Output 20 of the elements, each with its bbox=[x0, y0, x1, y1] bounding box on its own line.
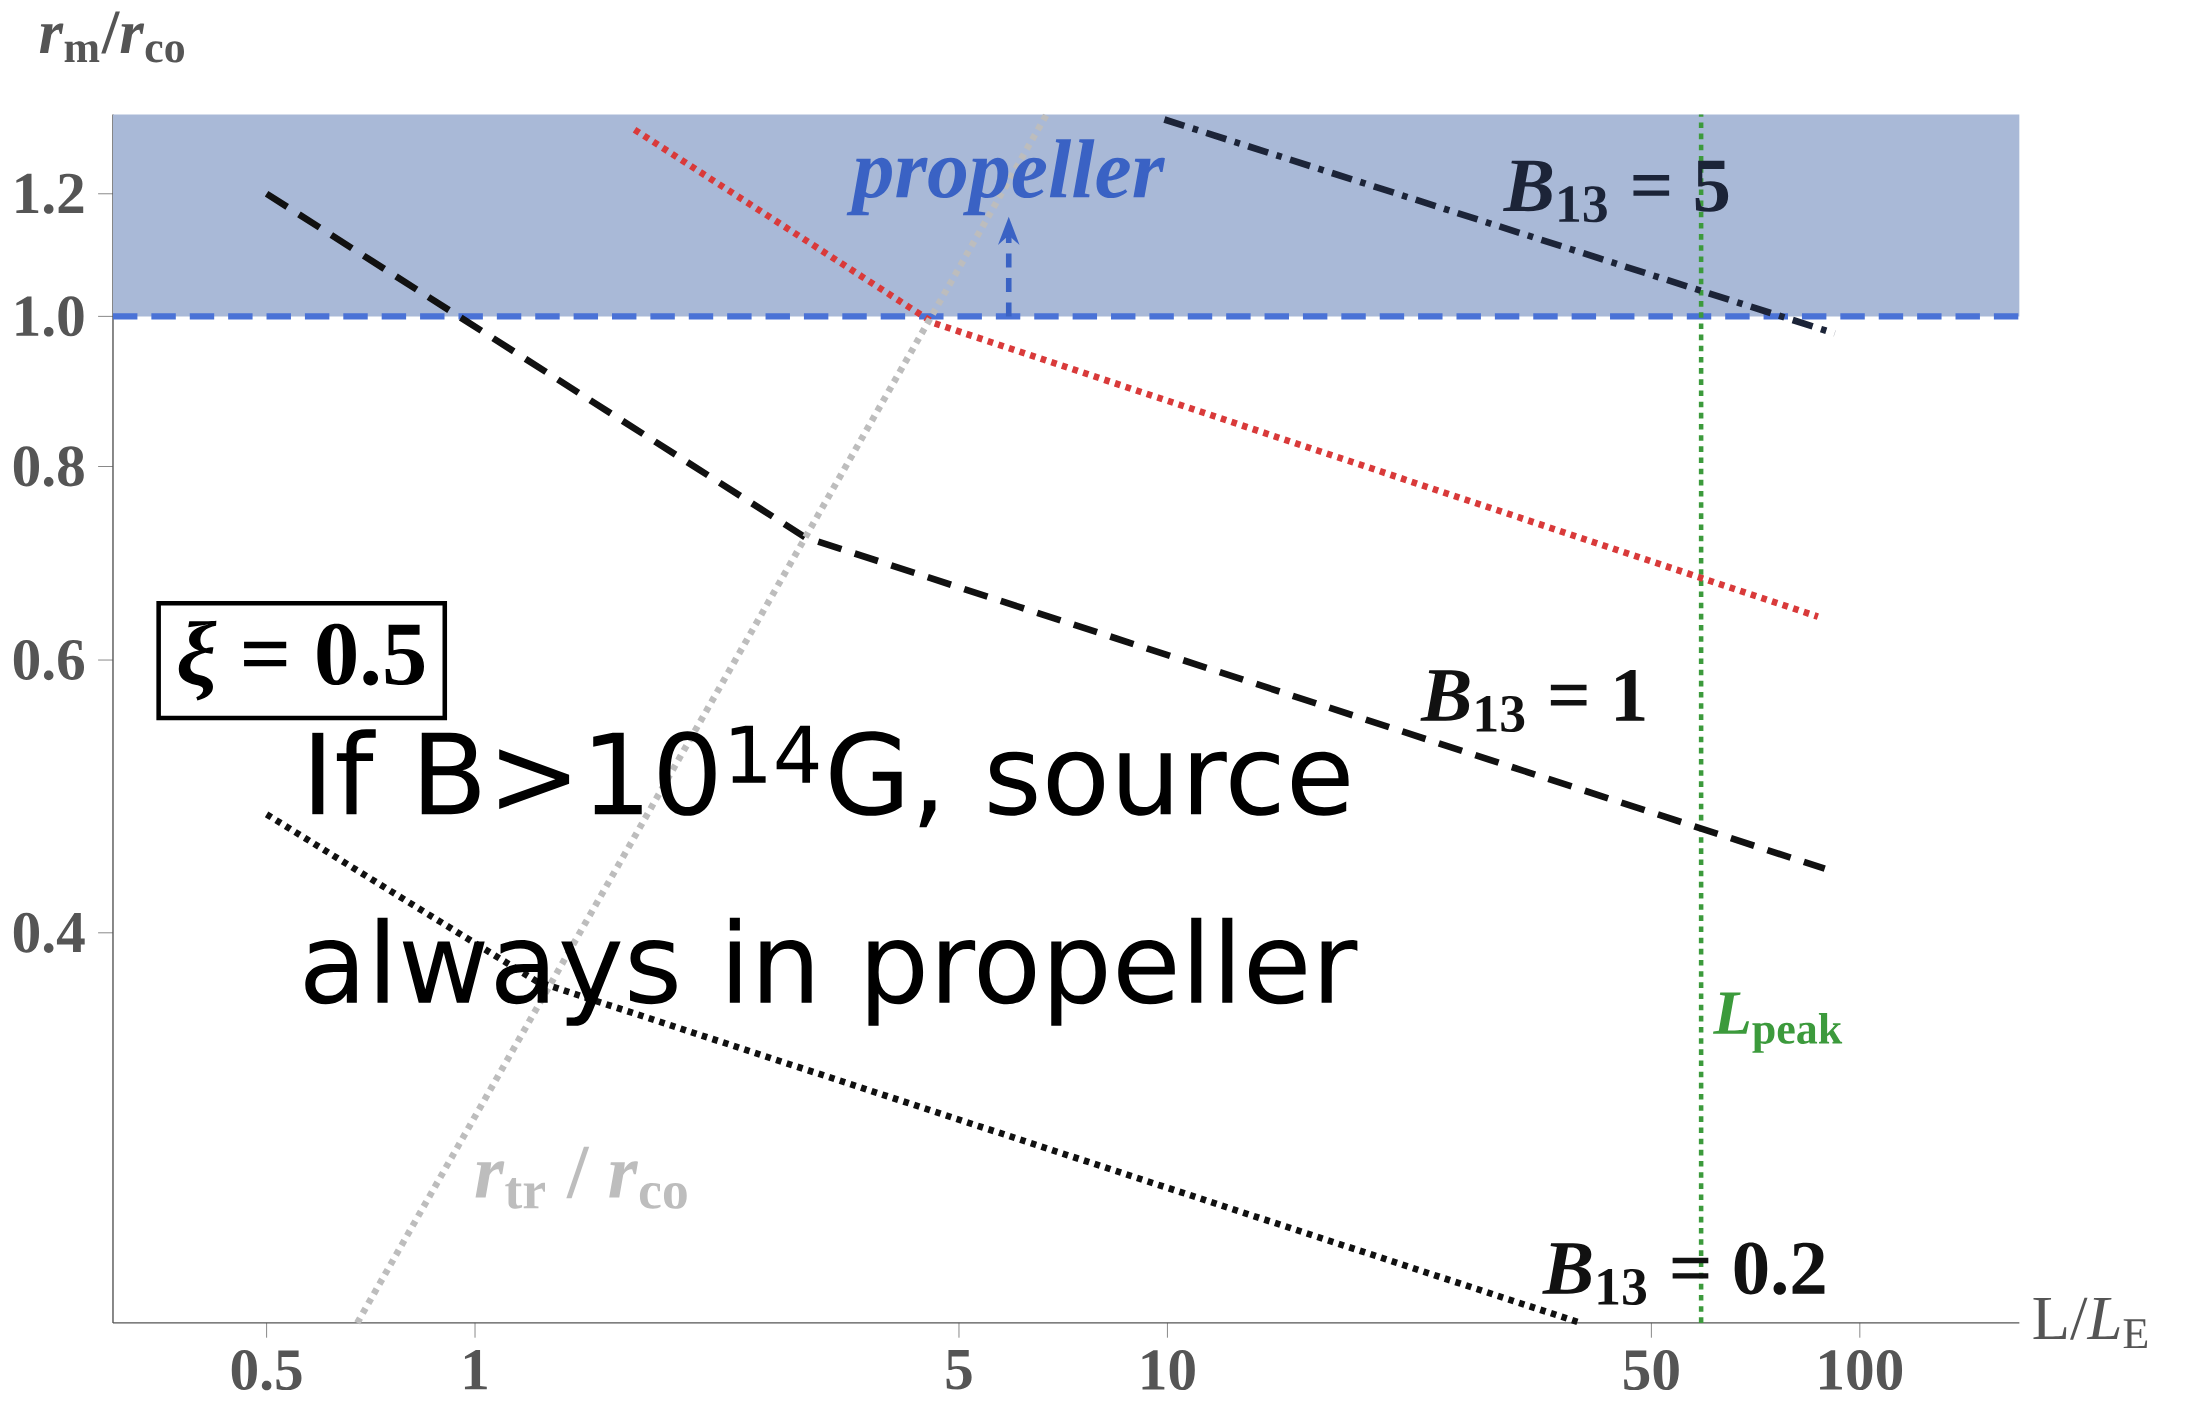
series-label: B$_{13}$ = 5 bbox=[1503, 160, 1729, 223]
x-tick-label: 0.5 bbox=[231, 1350, 302, 1391]
y-tick-label: 1.0 bbox=[16, 296, 84, 337]
y-tick-label: 0.4 bbox=[13, 912, 85, 953]
y-tick-label: 0.8 bbox=[13, 446, 84, 487]
x-tick-label: 10 bbox=[1142, 1350, 1195, 1391]
y-tick-label: 1.2 bbox=[16, 173, 84, 214]
y-tick-label: 0.6 bbox=[13, 639, 85, 681]
annotation: ξ = 0.5 bbox=[178, 620, 425, 701]
annotation: propeller bbox=[846, 139, 1165, 216]
x-tick-label: 100 bbox=[1820, 1350, 1903, 1391]
x-axis-title: L/L$_{E}$ bbox=[2033, 1297, 2148, 1349]
y-axis-title: r$_{m}$/r$_{co}$ bbox=[39, 11, 185, 63]
x-tick-label: 5 bbox=[946, 1350, 972, 1390]
x-tick-label: 50 bbox=[1624, 1350, 1679, 1391]
x-tick-label: 1 bbox=[464, 1350, 487, 1390]
series-label: B$_{13}$ = 0.2 bbox=[1542, 1242, 1825, 1306]
series-label: B$_{13}$ = 1 bbox=[1420, 669, 1645, 733]
ref-line-label: L$_{peak}$ bbox=[1713, 992, 1843, 1053]
series-label: r$_{tr}$ / r$_{co}$ bbox=[475, 1146, 687, 1209]
